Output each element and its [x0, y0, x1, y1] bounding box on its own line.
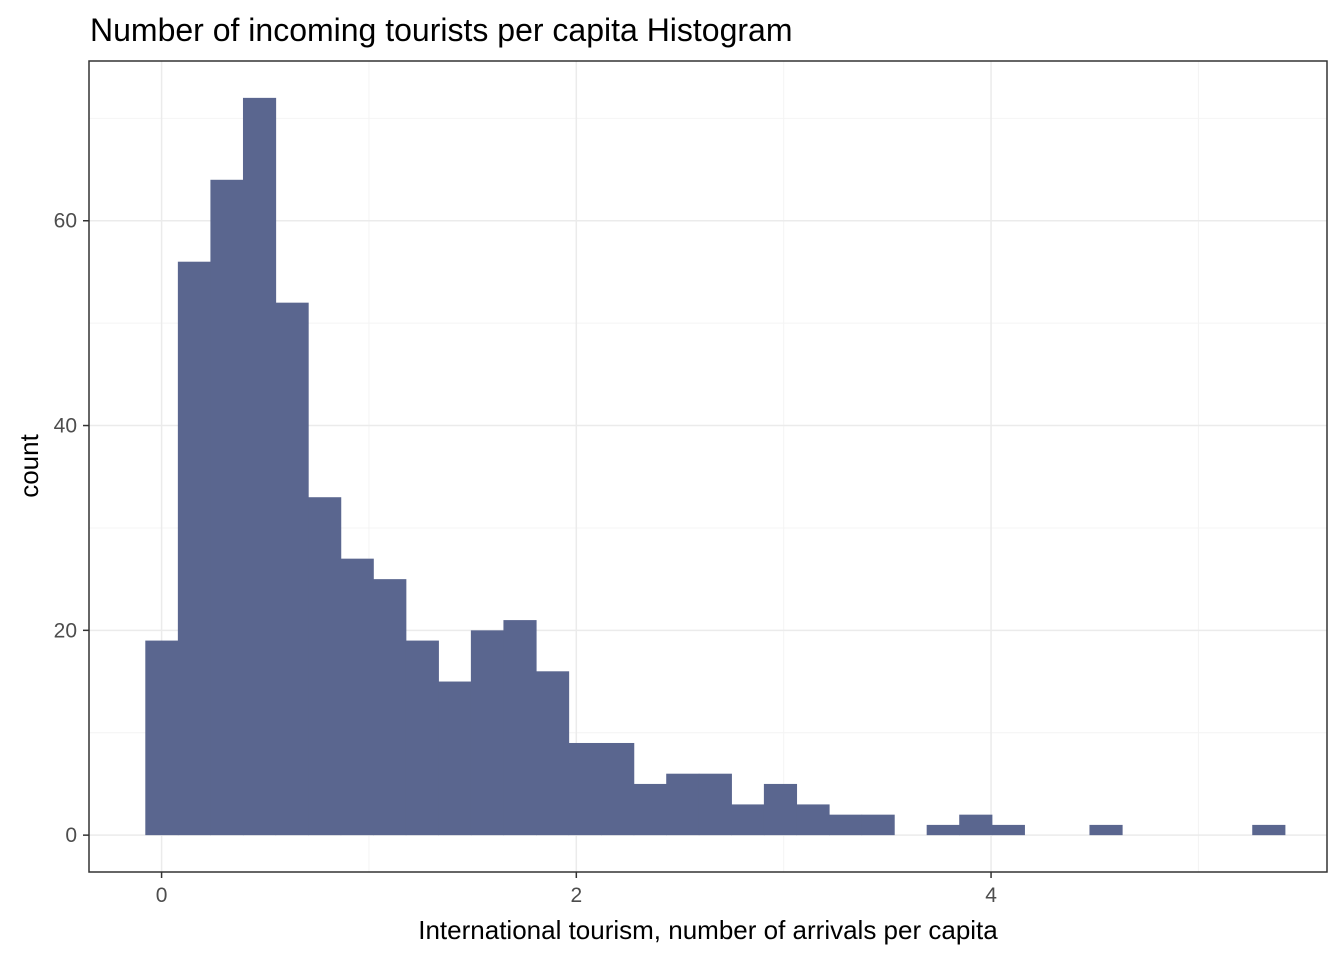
histogram-bar-2: [210, 179, 244, 836]
histogram-bar-29: [1089, 824, 1123, 836]
histogram-bar-17: [698, 773, 732, 836]
histogram-bar-13: [568, 742, 602, 836]
histogram-bar-24: [926, 824, 960, 836]
y-tick-label: 60: [54, 210, 77, 233]
histogram-bar-18: [731, 804, 765, 836]
histogram-bar-7: [373, 579, 407, 836]
histogram-bar-5: [308, 497, 342, 836]
panel-border: [88, 60, 1328, 873]
x-tick-label: 0: [156, 884, 168, 907]
histogram-bar-16: [666, 773, 700, 836]
histogram-bar-34: [1252, 824, 1286, 836]
y-axis-title: count: [14, 433, 44, 497]
histogram-bar-10: [470, 630, 505, 836]
histogram-bar-8: [405, 640, 439, 836]
histogram-bar-4: [275, 302, 309, 836]
histogram-bar-19: [763, 783, 798, 836]
histogram-bar-21: [829, 814, 863, 836]
histogram-bar-25: [959, 814, 993, 836]
histogram-bar-6: [340, 558, 374, 836]
x-axis-title: International tourism, number of arrival…: [418, 915, 998, 945]
x-tick-label: 2: [570, 884, 582, 907]
histogram-bar-3: [242, 97, 277, 836]
histogram-bar-0: [145, 640, 179, 836]
x-axis-ticks: 0 2 4: [156, 872, 997, 907]
y-axis-ticks: 0 20 40 60: [54, 210, 89, 847]
y-tick-label: 20: [54, 619, 77, 642]
histogram-bar-9: [438, 681, 472, 836]
x-tick-label: 4: [985, 884, 997, 907]
histogram-bar-11: [503, 620, 537, 836]
histogram-bar-12: [535, 671, 570, 836]
y-tick-label: 40: [54, 415, 77, 438]
histogram-bar-26: [991, 824, 1025, 836]
histogram-bar-14: [601, 742, 635, 836]
histogram-bar-15: [633, 783, 667, 836]
histogram-bar-22: [861, 814, 895, 836]
chart-title: Number of incoming tourists per capita H…: [90, 12, 793, 48]
histogram-bar-20: [796, 804, 830, 836]
histogram-bars: [145, 97, 1286, 836]
histogram-bar-1: [177, 261, 212, 836]
y-tick-label: 0: [65, 824, 77, 847]
